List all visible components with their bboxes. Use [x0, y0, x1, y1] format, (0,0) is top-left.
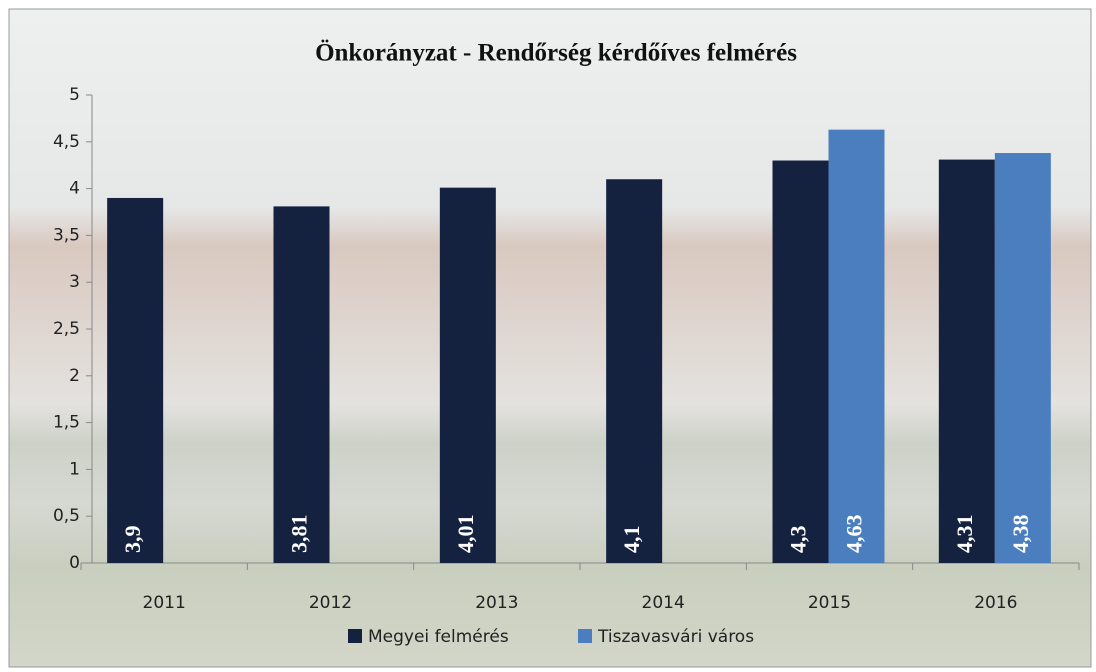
x-tick-label: 2012: [309, 593, 352, 613]
value-label: 3,81: [287, 515, 312, 554]
y-tick-label: 3: [69, 272, 80, 292]
value-label: 4,01: [453, 515, 478, 554]
x-tick-label: 2015: [808, 593, 851, 613]
value-label: 4,38: [1008, 515, 1033, 553]
bar: [829, 130, 885, 563]
legend-label: Megyei felmérés: [368, 627, 509, 647]
bar: [606, 179, 662, 563]
y-tick-label: 1: [69, 459, 80, 479]
bar: [773, 161, 829, 563]
legend-swatch: [348, 629, 362, 643]
y-tick-label: 4: [69, 179, 80, 199]
bar: [440, 188, 496, 563]
y-tick-label: 1,5: [53, 413, 80, 433]
y-tick-label: 0,5: [53, 506, 80, 526]
value-label: 4,31: [952, 515, 977, 554]
chart-background: [9, 9, 1091, 667]
y-tick-label: 0: [69, 553, 80, 573]
value-label: 4,63: [842, 515, 867, 554]
y-tick-label: 2: [69, 366, 80, 386]
x-tick-label: 2014: [642, 593, 685, 613]
chart-title: Önkorányzat - Rendőrség kérdőíves felmér…: [315, 40, 797, 67]
x-tick-label: 2011: [143, 593, 186, 613]
y-tick-label: 2,5: [53, 319, 80, 339]
bar: [939, 160, 995, 563]
value-label: 3,9: [120, 526, 145, 554]
y-tick-label: 3,5: [53, 225, 80, 245]
legend-swatch: [578, 629, 592, 643]
value-label: 4,3: [786, 526, 811, 554]
x-tick-label: 2013: [475, 593, 518, 613]
x-tick-label: 2016: [974, 593, 1017, 613]
legend-label: Tiszavasvári város: [597, 627, 754, 647]
bar: [274, 206, 330, 563]
y-tick-label: 5: [69, 85, 80, 105]
bar: [995, 153, 1051, 563]
y-tick-label: 4,5: [53, 132, 80, 152]
value-label: 4,1: [619, 526, 644, 554]
bar: [107, 198, 163, 563]
chart: Önkorányzat - Rendőrség kérdőíves felmér…: [0, 0, 1096, 672]
